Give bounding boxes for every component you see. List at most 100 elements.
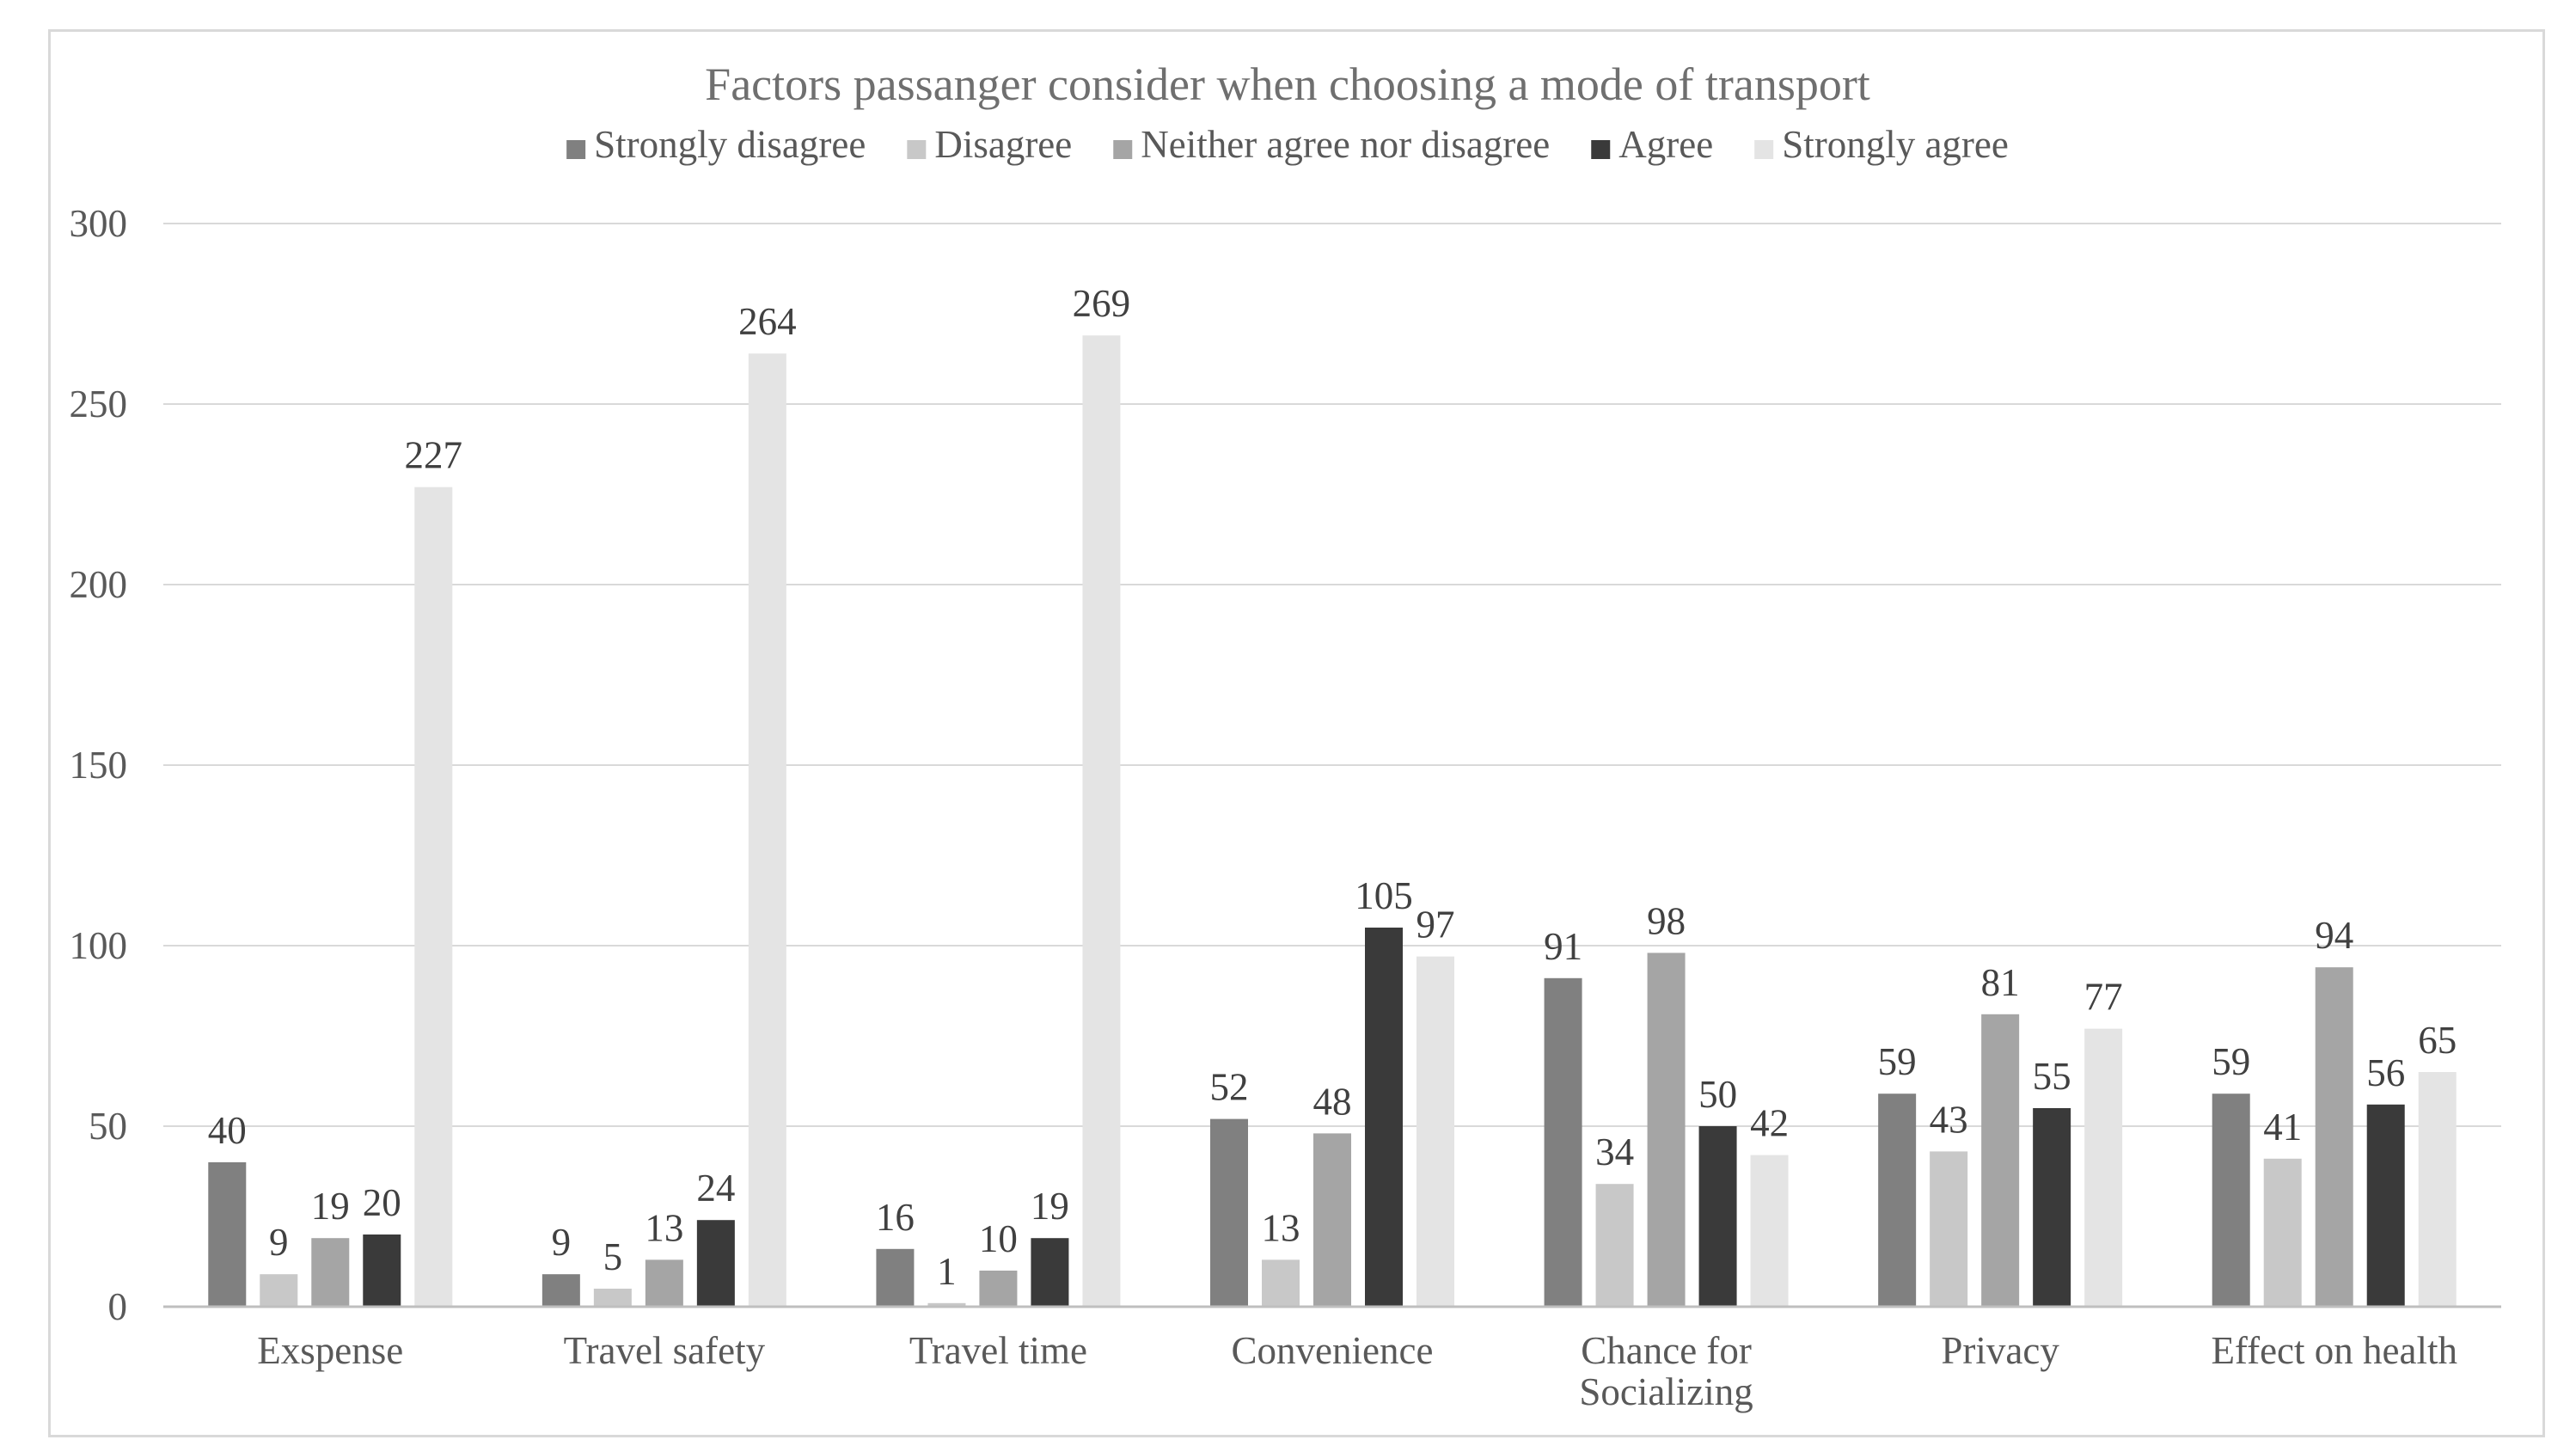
legend-item: Strongly disagree <box>566 123 866 166</box>
data-label: 50 <box>1698 1073 1737 1116</box>
bar-strongly-disagree-0 <box>208 1162 247 1307</box>
legend-item: Strongly agree <box>1754 123 2009 166</box>
x-category-label: Chance for <box>1581 1329 1752 1372</box>
data-label: 65 <box>2418 1019 2457 1062</box>
x-category-label: Travel time <box>909 1329 1087 1372</box>
bar-disagree-4 <box>1595 1184 1634 1307</box>
bar-strongly-disagree-6 <box>2212 1094 2250 1307</box>
data-label: 269 <box>1073 282 1131 325</box>
legend-swatch <box>1113 140 1133 159</box>
bar-strongly-disagree-1 <box>542 1274 580 1307</box>
data-label: 81 <box>1981 961 2020 1004</box>
data-label: 1 <box>937 1250 957 1293</box>
data-label: 10 <box>979 1217 1018 1260</box>
bar-strongly-agree-0 <box>414 487 453 1307</box>
legend-swatch <box>1591 140 1611 159</box>
bar-strongly-disagree-2 <box>876 1248 915 1307</box>
bar-strongly-agree-2 <box>1082 335 1121 1308</box>
data-label: 97 <box>1416 904 1455 947</box>
bar-strongly-agree-6 <box>2418 1072 2457 1307</box>
bar-disagree-2 <box>927 1302 966 1307</box>
x-axis: Exspense Travel safety Travel time Convenie… <box>163 1305 2501 1413</box>
bar-strongly-agree-4 <box>1750 1155 1789 1307</box>
data-label: 19 <box>311 1185 350 1228</box>
bar-neither-agree-nor-disagree-3 <box>1313 1133 1351 1307</box>
bar-neither-agree-nor-disagree-0 <box>311 1238 350 1307</box>
data-label: 105 <box>1355 874 1413 917</box>
data-label: 43 <box>1930 1098 1968 1141</box>
legend-item: Neither agree nor disagree <box>1113 123 1550 166</box>
data-label: 227 <box>405 434 463 477</box>
legend-label: Neither agree nor disagree <box>1141 123 1550 166</box>
legend-label: Agree <box>1618 123 1713 166</box>
legend-label: Disagree <box>934 123 1072 166</box>
bar-strongly-agree-3 <box>1416 956 1454 1307</box>
y-tick-label-0: 0 <box>108 1285 128 1328</box>
bar-disagree-0 <box>260 1274 298 1307</box>
legend-item: Disagree <box>907 123 1072 166</box>
x-category-label: Effect on health <box>2211 1329 2457 1372</box>
bar-neither-agree-nor-disagree-6 <box>2315 967 2353 1307</box>
x-category-label: Privacy <box>1941 1329 2059 1372</box>
y-tick-label-50: 50 <box>89 1105 127 1148</box>
bar-strongly-agree-1 <box>748 353 786 1308</box>
data-label: 13 <box>1262 1206 1300 1249</box>
legend: Strongly disagree Disagree Neither agree n… <box>566 123 2009 166</box>
data-label: 19 <box>1031 1185 1069 1228</box>
data-label: 55 <box>2033 1055 2071 1098</box>
data-label: 48 <box>1313 1080 1352 1123</box>
data-label: 77 <box>2084 976 2123 1019</box>
x-category-label: Exspense <box>257 1329 403 1372</box>
bar-agree-0 <box>363 1235 401 1307</box>
bar-agree-3 <box>1365 928 1403 1307</box>
legend-swatch <box>907 140 927 159</box>
legend-label: Strongly agree <box>1782 123 2009 166</box>
bar-agree-4 <box>1698 1126 1737 1307</box>
data-label: 9 <box>552 1221 572 1264</box>
data-label: 59 <box>2212 1040 2250 1083</box>
data-label: 59 <box>1878 1040 1917 1083</box>
data-label: 40 <box>208 1109 247 1152</box>
bar-agree-1 <box>696 1220 735 1307</box>
y-tick-label-200: 200 <box>70 563 128 606</box>
data-label: 98 <box>1647 899 1686 942</box>
data-label: 16 <box>876 1196 915 1239</box>
data-label: 24 <box>696 1167 735 1210</box>
data-label: 5 <box>603 1235 623 1278</box>
bar-disagree-5 <box>1930 1151 1968 1307</box>
bar-neither-agree-nor-disagree-1 <box>645 1259 683 1307</box>
x-category-label: Socializing <box>1579 1370 1753 1413</box>
data-label: 56 <box>2366 1051 2405 1094</box>
legend-swatch <box>1754 140 1774 159</box>
bar-agree-6 <box>2366 1104 2405 1307</box>
x-category-label: Travel safety <box>564 1329 766 1372</box>
data-label: 94 <box>2315 914 2353 957</box>
data-label: 20 <box>363 1181 401 1224</box>
data-label: 91 <box>1544 925 1582 968</box>
bar-disagree-6 <box>2263 1158 2302 1307</box>
data-label: 41 <box>2263 1106 2302 1149</box>
legend-item: Agree <box>1591 123 1713 166</box>
data-label: 52 <box>1210 1066 1249 1109</box>
bar-neither-agree-nor-disagree-2 <box>979 1271 1018 1307</box>
bar-neither-agree-nor-disagree-5 <box>1981 1014 2020 1307</box>
bar-strongly-disagree-3 <box>1210 1118 1248 1307</box>
data-label: 42 <box>1750 1102 1789 1145</box>
data-label: 13 <box>645 1206 683 1249</box>
bar-agree-5 <box>2033 1108 2071 1307</box>
data-label: 9 <box>269 1221 289 1264</box>
legend-label: Strongly disagree <box>594 123 866 166</box>
bar-strongly-disagree-4 <box>1544 977 1582 1307</box>
y-tick-label-250: 250 <box>70 383 128 426</box>
y-tick-label-100: 100 <box>70 924 128 967</box>
bar-strongly-disagree-5 <box>1878 1094 1917 1307</box>
chart-frame <box>48 29 2545 1437</box>
legend-swatch <box>566 140 586 159</box>
y-tick-label-300: 300 <box>70 202 128 245</box>
bar-disagree-3 <box>1262 1259 1300 1307</box>
bars <box>208 335 2457 1308</box>
y-tick-label-150: 150 <box>70 744 128 787</box>
